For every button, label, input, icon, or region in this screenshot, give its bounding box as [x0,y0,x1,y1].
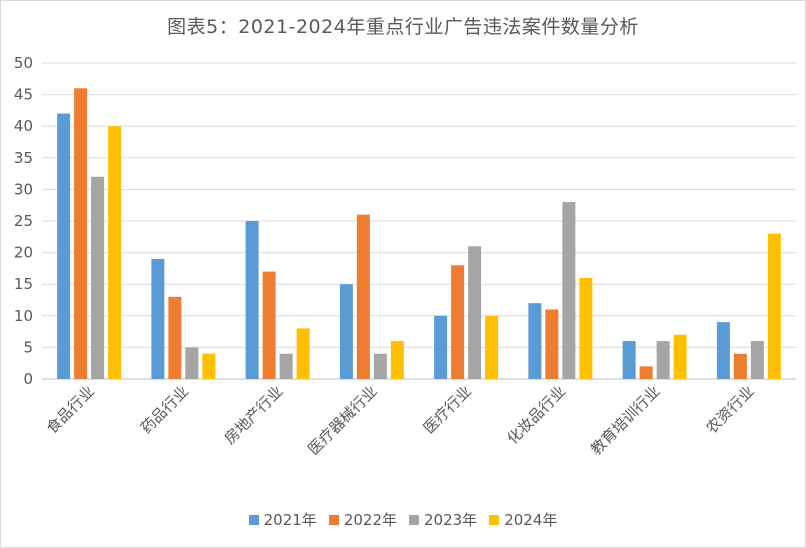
legend-label: 2021年 [263,511,317,529]
chart-title: 图表5：2021-2024年重点行业广告违法案件数量分析 [167,16,639,38]
bar [673,334,687,379]
bar [151,258,165,379]
legend: 2021年 2022年 2023年 2024年 [0,509,806,530]
legend-item: 2023年 [409,509,477,530]
legend-label: 2024年 [504,511,558,529]
y-tick-label: 35 [14,149,33,167]
bar [185,347,199,379]
legend-swatch [328,514,339,525]
y-tick-label: 50 [14,54,33,72]
bar [296,328,310,379]
bar [733,353,747,379]
legend-item: 2024年 [489,509,557,530]
bar [245,221,259,379]
bars [57,88,781,379]
legend-item: 2022年 [328,509,397,530]
legend-swatch [248,514,259,525]
y-tick-label: 0 [23,370,33,388]
y-axis-ticks: 0 5 10 15 20 25 30 35 40 45 50 [14,54,33,388]
y-tick-label: 20 [14,244,33,262]
bar [622,341,636,379]
legend-item: 2021年 [248,509,317,530]
y-tick-label: 30 [14,180,33,198]
x-category-label: 医疗行业 [420,382,475,437]
y-tick-label: 10 [14,307,33,325]
bar [750,341,764,379]
bar [528,303,542,379]
x-axis-labels: 食品行业 药品行业 房地产行业 医疗器械行业 医疗行业 化妆品行业 教育培训行业 农资行业 [43,382,758,458]
y-tick-label: 5 [23,338,33,356]
bar [485,315,499,379]
y-tick-label: 15 [14,275,33,293]
bar [262,271,276,379]
bar [434,315,448,379]
x-category-label: 药品行业 [137,382,192,437]
bar [639,366,653,379]
bar [74,88,88,379]
bar [767,233,781,379]
bar [468,246,482,379]
y-tick-label: 40 [14,117,33,135]
bar [716,322,730,379]
legend-swatch [489,514,500,525]
bar [390,341,404,379]
bar [451,265,465,379]
bar [279,353,293,379]
bar [373,353,387,379]
x-category-label: 教育培训行业 [587,382,663,458]
x-category-label: 房地产行业 [221,382,287,448]
bar [562,202,576,379]
bar [202,353,216,379]
x-category-label: 医疗器械行业 [304,382,380,458]
bar [545,309,559,379]
bar [339,284,353,379]
bar [579,277,593,379]
y-tick-label: 25 [14,212,33,230]
bar [91,176,105,379]
x-category-label: 化妆品行业 [503,382,569,448]
bar [656,341,670,379]
bar [108,126,122,379]
x-category-label: 农资行业 [703,382,758,437]
legend-label: 2023年 [424,511,478,529]
gridlines [42,62,796,380]
bar [356,214,370,379]
bar [168,296,182,379]
legend-label: 2022年 [343,511,397,529]
x-category-label: 食品行业 [43,382,98,437]
y-tick-label: 45 [14,86,33,104]
bar [57,113,71,379]
legend-swatch [409,514,419,525]
